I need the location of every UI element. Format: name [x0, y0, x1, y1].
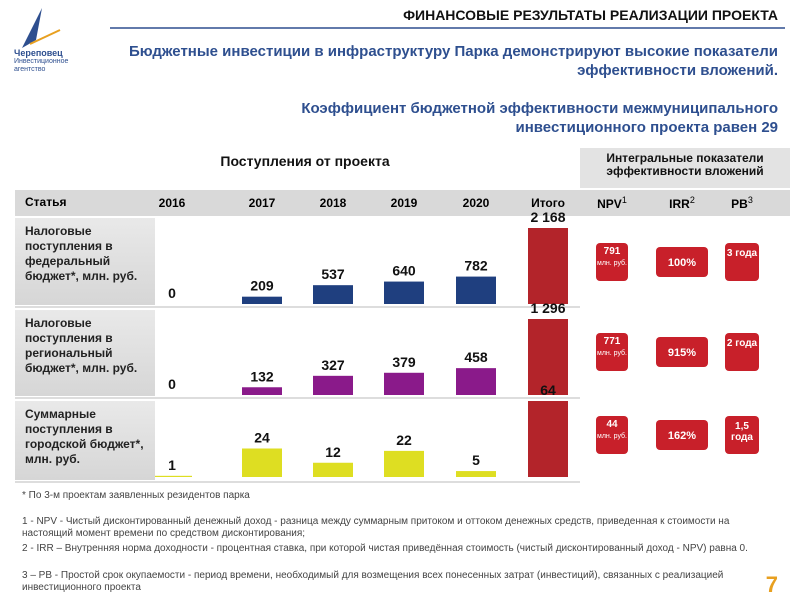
indicator-note: 1	[621, 195, 627, 205]
bar	[456, 368, 496, 395]
npv-value: 791	[604, 246, 621, 257]
value-label: 0	[168, 376, 176, 392]
bar	[313, 462, 353, 477]
bar	[384, 450, 424, 477]
bar	[242, 448, 282, 477]
bar	[528, 319, 568, 395]
logo-mark	[22, 8, 42, 48]
npv-box	[596, 243, 628, 281]
indicators-header-box	[580, 148, 790, 188]
bar	[242, 296, 282, 304]
irr-box	[656, 247, 708, 277]
bar	[384, 372, 424, 395]
indicator-name: IRR	[669, 197, 690, 211]
page-number: 7	[765, 572, 778, 597]
coefficient-text: Коэффициент бюджетной эффективности межм…	[301, 100, 778, 136]
npv-unit: млн. руб.	[597, 349, 627, 357]
pb-box	[725, 333, 759, 371]
value-label: 1	[168, 457, 176, 473]
value-label: 458	[464, 349, 488, 365]
indicator-name: NPV	[597, 197, 622, 211]
irr-value: 162%	[668, 430, 696, 442]
pb-value: 1,5 года	[731, 421, 753, 443]
row-label: Налоговые поступления в региональный бюд…	[15, 310, 155, 396]
header-title: ФИНАНСОВЫЕ РЕЗУЛЬТАТЫ РЕАЛИЗАЦИИ ПРОЕКТА	[403, 7, 778, 23]
indicator-header: PB3	[712, 195, 772, 211]
bar	[313, 285, 353, 304]
note: 1 - NPV - Чистый дисконтированный денежн…	[22, 516, 730, 539]
value-label: 64	[540, 382, 556, 398]
value-label: 782	[464, 258, 488, 274]
indicator-note: 2	[689, 195, 695, 205]
value-label: 24	[254, 430, 270, 446]
irr-value: 915%	[668, 347, 696, 359]
value-label: 22	[396, 432, 412, 448]
npv-value: 771	[604, 336, 621, 347]
value-label: 2 168	[530, 209, 565, 225]
npv-unit: млн. руб.	[597, 259, 627, 267]
column-header: 2018	[319, 196, 347, 210]
note: 2 - IRR – Внутренняя норма доходности - …	[22, 543, 748, 554]
value-label: 0	[168, 285, 176, 301]
bar	[456, 276, 496, 304]
value-label: 5	[472, 452, 480, 468]
row-label: Суммарные поступления в городской бюджет…	[15, 401, 155, 480]
column-header: 2017	[248, 196, 276, 210]
value-label: 132	[250, 368, 274, 384]
value-label: 327	[321, 357, 345, 373]
logo-swoosh	[29, 29, 61, 45]
value-label: 537	[321, 266, 345, 282]
value-label: 1 296	[530, 300, 565, 316]
section-title: Поступления от проекта	[220, 153, 390, 169]
irr-box	[656, 420, 708, 450]
logo-name: Череповец	[14, 48, 63, 58]
bar	[528, 401, 568, 477]
row-label: Налоговые поступления в федеральный бюдж…	[15, 218, 155, 305]
irr-box	[656, 337, 708, 367]
column-header: 2019	[390, 196, 418, 210]
pb-wrap: 3 года	[726, 248, 758, 259]
bar	[528, 228, 568, 304]
pb-wrap: 2 года	[726, 338, 758, 349]
pb-box	[725, 243, 759, 281]
npv-unit: млн. руб.	[597, 432, 627, 440]
column-header: Итого	[531, 196, 565, 210]
footnote: * По 3-м проектам заявленных резидентов …	[22, 490, 250, 501]
bar	[313, 375, 353, 395]
indicator-note: 3	[747, 195, 753, 205]
bar	[152, 475, 192, 477]
pb-value: 2 года	[726, 338, 758, 349]
indicator-header: NPV1	[582, 195, 642, 211]
indicator-name: PB	[731, 197, 748, 211]
column-header: 2020	[462, 196, 490, 210]
pb-box	[725, 416, 759, 454]
pb-value: 3 года	[726, 248, 758, 259]
logo-subtitle: Инвестиционное агентство	[14, 58, 69, 73]
indicator-header: IRR2	[652, 195, 712, 211]
irr-value: 100%	[668, 257, 696, 269]
indicators-title: Интегральные показатели эффективности вл…	[606, 151, 764, 178]
value-label: 209	[250, 278, 274, 294]
bar	[384, 281, 424, 304]
pb-wrap: 1,5 года	[731, 421, 753, 443]
header-subtitle: Бюджетные инвестиции в инфраструктуру Па…	[128, 43, 778, 79]
bar	[242, 387, 282, 395]
column-header-band	[15, 190, 790, 216]
note: 3 – PB - Простой срок окупаемости - пери…	[22, 570, 724, 593]
npv-value: 44	[606, 419, 618, 430]
value-label: 379	[392, 354, 416, 370]
value-label: 12	[325, 444, 341, 460]
column-header: Статья	[25, 195, 67, 209]
npv-box	[596, 416, 628, 454]
bar	[456, 471, 496, 477]
value-label: 640	[392, 263, 416, 279]
column-header: 2016	[158, 196, 186, 210]
npv-box	[596, 333, 628, 371]
